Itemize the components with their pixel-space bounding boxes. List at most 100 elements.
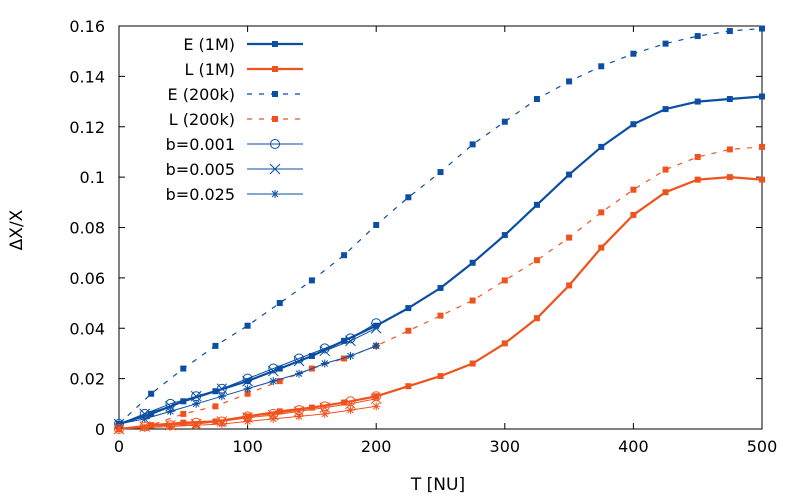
x-tick-label: 100 — [232, 437, 263, 456]
data-point — [501, 118, 508, 125]
y-tick-label: 0.06 — [69, 269, 105, 288]
legend-marker — [270, 139, 280, 149]
data-point — [533, 315, 540, 322]
legend: E (1M) L (1M) E (200k) L (200k) b=0.001 b=0.0… — [166, 35, 303, 204]
data-point — [276, 408, 283, 415]
legend-marker — [269, 163, 281, 175]
data-point — [212, 342, 219, 349]
data-point — [140, 423, 149, 432]
data-point — [341, 252, 348, 259]
legend-item: E (200k) — [168, 85, 303, 104]
data-point — [566, 234, 573, 241]
data-point — [319, 402, 331, 413]
data-point — [148, 410, 155, 417]
data-point — [345, 396, 356, 407]
data-point — [469, 297, 476, 304]
data-point — [295, 412, 304, 421]
data-point — [533, 257, 540, 264]
data-point — [319, 343, 330, 354]
x-axis-title: T [NU] — [410, 475, 465, 495]
data-point — [293, 355, 305, 367]
data-point — [662, 106, 669, 113]
data-point — [295, 369, 304, 378]
data-point — [217, 419, 226, 428]
data-point — [372, 402, 381, 411]
data-point — [165, 400, 176, 412]
x-tick-label: 0 — [114, 437, 124, 456]
data-point — [139, 408, 151, 420]
series-6 — [113, 322, 382, 430]
data-point — [726, 96, 733, 103]
data-point — [598, 209, 605, 216]
data-point — [276, 378, 283, 385]
data-point — [267, 365, 279, 377]
data-point — [759, 176, 765, 183]
data-point — [320, 359, 329, 368]
legend-label: b=0.025 — [166, 185, 235, 204]
legend-item: L (200k) — [169, 110, 303, 129]
data-point — [180, 419, 187, 426]
series-line — [118, 322, 377, 425]
legend-marker — [272, 116, 278, 122]
data-point — [405, 327, 412, 334]
data-point — [244, 322, 251, 329]
data-point — [566, 282, 573, 289]
data-point — [244, 390, 251, 397]
data-point — [166, 407, 175, 416]
legend-marker — [272, 66, 278, 72]
data-point — [370, 393, 382, 405]
data-point — [372, 341, 381, 350]
data-point — [192, 399, 201, 408]
data-point — [294, 353, 305, 364]
data-point — [405, 383, 412, 390]
data-point — [630, 211, 637, 218]
data-point — [373, 393, 380, 400]
data-point — [501, 340, 508, 347]
series-10 — [115, 402, 381, 433]
axis-ticks: 0 100 200 300 400 500 0 0.02 0.04 0.06 0.08 0.1 0.12… — [69, 17, 777, 456]
data-point — [726, 28, 733, 35]
data-point — [180, 365, 187, 372]
x-tick-label: 200 — [361, 437, 392, 456]
data-point — [293, 406, 305, 417]
y-tick-label: 0.02 — [69, 370, 105, 389]
y-tick-label: 0.12 — [69, 118, 105, 137]
data-point — [533, 201, 540, 208]
data-point — [566, 78, 573, 85]
data-point — [308, 277, 315, 284]
x-tick-label: 400 — [618, 437, 649, 456]
x-tick-label: 500 — [747, 437, 778, 456]
data-point — [469, 141, 476, 148]
data-point — [630, 50, 637, 57]
data-point — [370, 322, 382, 334]
data-point — [437, 284, 444, 291]
data-point — [630, 186, 637, 193]
data-point — [694, 98, 701, 105]
legend-marker — [271, 190, 279, 198]
data-series — [113, 25, 765, 435]
data-point — [166, 422, 175, 431]
legend-marker — [272, 41, 278, 47]
legend-label: L (1M) — [185, 60, 235, 79]
data-point — [662, 189, 669, 196]
data-point — [598, 63, 605, 70]
y-tick-label: 0.14 — [69, 67, 105, 86]
data-point — [630, 121, 637, 128]
data-point — [243, 384, 252, 393]
data-point — [469, 259, 476, 266]
y-tick-label: 0 — [95, 420, 105, 439]
data-point — [345, 335, 356, 347]
data-point — [759, 25, 765, 32]
y-axis-title: ΔX/X — [7, 209, 27, 250]
y-tick-label: 0.04 — [69, 319, 105, 338]
data-point — [566, 171, 573, 178]
data-point — [405, 194, 412, 201]
legend-label: b=0.001 — [166, 135, 235, 154]
legend-item: b=0.001 — [166, 135, 303, 154]
data-point — [501, 277, 508, 284]
legend-label: E (200k) — [168, 85, 235, 104]
data-point — [405, 305, 412, 312]
data-point — [662, 166, 669, 173]
data-point — [216, 383, 228, 395]
